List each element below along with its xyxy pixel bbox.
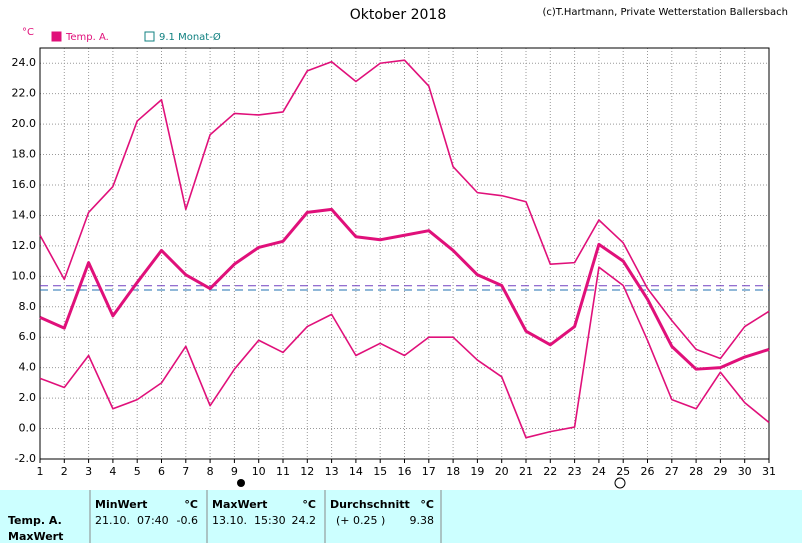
series-line	[39, 59, 770, 360]
x-tick-label: 2	[61, 465, 68, 478]
x-tick-label: 14	[349, 465, 363, 478]
copyright: (c)T.Hartmann, Private Wetterstation Bal…	[542, 7, 788, 18]
x-tick-label: 22	[543, 465, 557, 478]
y-tick-label: 6.0	[19, 330, 37, 343]
cell: 24.2	[292, 514, 317, 527]
row-label: Temp. A.	[8, 514, 62, 527]
x-tick-label: 11	[276, 465, 290, 478]
x-tick-label: 19	[470, 465, 484, 478]
x-tick-label: 3	[85, 465, 92, 478]
x-tick-label: 15	[373, 465, 387, 478]
x-tick-label: 23	[568, 465, 582, 478]
y-tick-label: 20.0	[12, 117, 37, 130]
x-tick-label: 12	[300, 465, 314, 478]
header: °C	[420, 498, 434, 511]
x-tick-label: 28	[689, 465, 703, 478]
x-tick-label: 20	[495, 465, 509, 478]
cell: 21.10. 07:40	[95, 514, 169, 527]
y-tick-label: 8.0	[19, 300, 37, 313]
plot-border	[39, 47, 770, 460]
chart-title: Oktober 2018	[350, 7, 447, 23]
series-line	[39, 266, 770, 439]
x-tick-label: 27	[665, 465, 679, 478]
legend-label: Temp. A.	[65, 32, 109, 43]
header: MinWert	[95, 498, 147, 511]
y-tick-label: 24.0	[12, 56, 37, 69]
header: Durchschnitt	[330, 498, 410, 511]
y-tick-label: 12.0	[12, 239, 37, 252]
x-tick-label: 21	[519, 465, 533, 478]
y-tick-label: 18.0	[12, 148, 37, 161]
x-tick-label: 9	[231, 465, 238, 478]
cell: 9.38	[410, 514, 435, 527]
x-tick-label: 18	[446, 465, 460, 478]
y-tick-label: 14.0	[12, 208, 37, 221]
cell: (+ 0.25 )	[336, 514, 385, 527]
y-tick-label: 0.0	[19, 422, 37, 435]
x-tick-label: 1	[37, 465, 44, 478]
y-tick-label: 16.0	[12, 178, 37, 191]
legend-label: 9.1 Monat-Ø	[159, 31, 221, 43]
x-tick-label: 29	[713, 465, 727, 478]
x-tick-label: 7	[182, 465, 189, 478]
series-line	[39, 207, 770, 371]
cell: -0.6	[177, 514, 198, 527]
x-tick-label: 24	[592, 465, 606, 478]
header: MaxWert	[212, 498, 267, 511]
cell: 13.10. 15:30	[212, 514, 286, 527]
y-tick-label: 2.0	[19, 391, 37, 404]
x-tick-label: 6	[158, 465, 165, 478]
full-moon-icon	[614, 477, 626, 489]
x-tick-label: 10	[252, 465, 266, 478]
x-tick-label: 16	[398, 465, 412, 478]
header: °C	[184, 498, 198, 511]
y-tick-label: 4.0	[19, 361, 37, 374]
y-tick-label: 10.0	[12, 269, 37, 282]
x-tick-label: 4	[109, 465, 116, 478]
row-label: MaxWert	[8, 530, 63, 543]
x-tick-label: 8	[207, 465, 214, 478]
y-tick-label: 22.0	[12, 87, 37, 100]
legend-swatch	[51, 31, 62, 42]
x-tick-label: 13	[325, 465, 339, 478]
x-tick-label: 31	[762, 465, 776, 478]
y-tick-label: -2.0	[15, 452, 36, 465]
new-moon-icon	[237, 479, 245, 487]
y-unit: °C	[22, 27, 34, 38]
x-tick-label: 26	[641, 465, 655, 478]
x-tick-label: 5	[134, 465, 141, 478]
x-tick-label: 17	[422, 465, 436, 478]
summary-table: Temp. A. MaxWert MinWert °C MaxWert °C D…	[0, 490, 802, 543]
x-tick-label: 30	[738, 465, 752, 478]
legend-swatch	[144, 31, 155, 42]
header: °C	[302, 498, 316, 511]
x-tick-label: 25	[616, 465, 630, 478]
table-bg	[0, 490, 802, 543]
